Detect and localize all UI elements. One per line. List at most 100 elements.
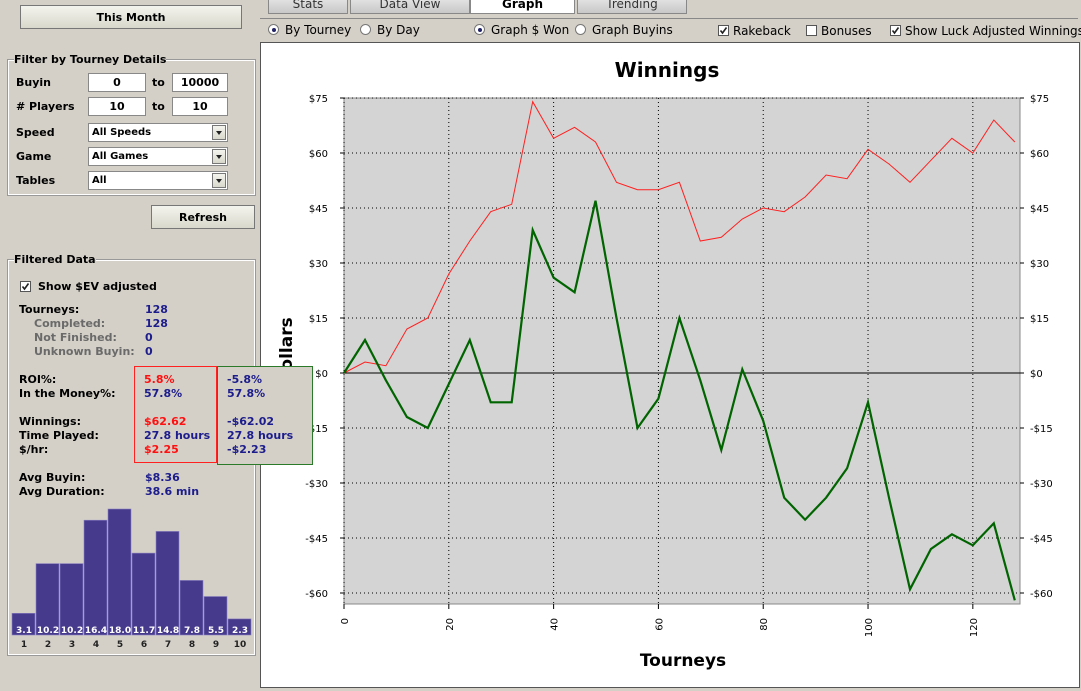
text-input[interactable]: 10: [88, 97, 146, 116]
field-label: Game: [16, 150, 52, 163]
bar-value-label: 16.4: [85, 626, 107, 636]
dropdown-arrow[interactable]: [212, 149, 226, 164]
y-tick-label: -$15: [1030, 424, 1053, 435]
y-tick-label: $30: [1030, 259, 1049, 270]
histogram-bar: [83, 519, 108, 636]
histogram-bar: [59, 563, 84, 636]
tab[interactable]: Data View: [350, 0, 470, 14]
checkbox-label: Bonuses: [821, 24, 872, 38]
checkbox[interactable]: [890, 25, 901, 36]
dropdown[interactable]: All: [88, 171, 228, 190]
stat-label: Not Finished:: [34, 331, 117, 344]
ev-value: -$62.02: [227, 415, 275, 428]
radio-button[interactable]: [360, 24, 371, 35]
y-tick-label: $45: [1030, 204, 1049, 215]
radio-button[interactable]: [474, 24, 485, 35]
arrow-icon: [216, 155, 222, 159]
check-mark: [21, 283, 30, 291]
tab[interactable]: Stats: [268, 0, 348, 14]
text-input[interactable]: 10: [172, 97, 228, 116]
stat-value: $2.25: [144, 443, 179, 456]
x-tick-label: 10: [234, 640, 247, 650]
refresh-button[interactable]: Refresh: [151, 205, 255, 229]
y-tick-label: -$45: [1030, 534, 1053, 545]
check-mark: [891, 27, 900, 35]
period-button[interactable]: This Month: [20, 5, 242, 29]
histogram-bar: [131, 552, 156, 636]
stat-value: 0: [145, 331, 153, 344]
field-label: Tables: [16, 174, 56, 187]
winnings-chart: Winnings -$60 -$60 -$45 -$45 -$30 -$30 -$15 -$15…: [277, 58, 1053, 671]
bar-value-label: 10.2: [61, 626, 83, 636]
histogram-bar: [203, 596, 228, 636]
y-tick-label: $60: [309, 149, 328, 160]
text-input[interactable]: 0: [88, 73, 146, 92]
checkbox[interactable]: [20, 281, 31, 292]
dropdown-arrow[interactable]: [212, 125, 226, 140]
x-tick-label: 7: [165, 640, 171, 650]
checkbox-label: Show Luck Adjusted Winnings: [905, 24, 1081, 38]
stat-label: Avg Duration:: [19, 485, 105, 498]
y-tick-label: $15: [309, 314, 328, 325]
stat-value: 128: [145, 303, 168, 316]
stat-label: $/hr:: [19, 443, 49, 456]
ev-value: -5.8%: [227, 373, 263, 386]
ev-value: 57.8%: [227, 387, 266, 400]
stat-label: Avg Buyin:: [19, 471, 86, 484]
y-tick-label: $75: [309, 94, 328, 105]
dropdown-arrow[interactable]: [212, 173, 226, 188]
arrow-icon: [216, 179, 222, 183]
radio-label: Graph $ Won: [491, 23, 570, 37]
radio-dot: [477, 27, 482, 32]
stat-label: Unknown Buyin:: [34, 345, 135, 358]
y-tick-label: -$15: [305, 424, 328, 435]
stat-label: Tourneys:: [19, 303, 80, 316]
actual-box: [134, 366, 217, 463]
histogram-bar: [155, 531, 180, 636]
chart-title: Winnings: [615, 58, 720, 82]
histogram-bar: [227, 618, 252, 636]
y-tick-label: $30: [309, 259, 328, 270]
bar-value-label: 2.3: [232, 626, 248, 636]
x-axis-title: Tourneys: [640, 651, 726, 671]
tab[interactable]: Trending: [577, 0, 687, 14]
text-input[interactable]: 10000: [172, 73, 228, 92]
buyin-histogram: 3.1 1 10.2 2 10.2 3 16.4 4 18.0 5 11.7 6 14.8 7 7.8 8 5.…: [11, 508, 252, 650]
stat-value: 57.8%: [144, 387, 183, 400]
x-tick-label: 20: [445, 618, 456, 631]
x-tick-label: 100: [864, 618, 875, 637]
radio-label: By Tourney: [285, 23, 352, 37]
arrow-icon: [216, 131, 222, 135]
plot-area: [343, 97, 1021, 605]
bar-value-label: 7.8: [184, 626, 200, 636]
x-tick-label: 60: [654, 618, 665, 631]
histogram-bar: [11, 613, 36, 636]
histogram-bar: [107, 508, 132, 636]
x-tick-label: 0: [340, 618, 351, 624]
checkbox[interactable]: [806, 25, 817, 36]
checkbox[interactable]: [718, 25, 729, 36]
y-tick-label: $0: [1030, 369, 1043, 380]
dropdown[interactable]: All Speeds: [88, 123, 228, 142]
radio-button[interactable]: [268, 24, 279, 35]
stat-value: 0: [145, 345, 153, 358]
x-tick-label: 1: [21, 640, 27, 650]
group-title: Filter by Tourney Details: [14, 52, 167, 68]
bar-value-label: 3.1: [16, 626, 32, 636]
tab[interactable]: Graph: [470, 0, 575, 14]
group-title: Filtered Data: [14, 252, 96, 268]
y-tick-label: -$60: [1030, 589, 1053, 600]
checkbox-label: Rakeback: [733, 24, 791, 38]
stat-value: $8.36: [145, 471, 180, 484]
field-label: Buyin: [16, 76, 51, 89]
y-tick-label: $60: [1030, 149, 1049, 160]
stat-label: Completed:: [34, 317, 106, 330]
dropdown[interactable]: All Games: [88, 147, 228, 166]
y-tick-label: -$30: [1030, 479, 1053, 490]
stat-label: In the Money%:: [19, 387, 116, 400]
radio-button[interactable]: [575, 24, 586, 35]
check-mark: [719, 27, 728, 35]
bar-value-label: 5.5: [208, 626, 224, 636]
field-sep: to: [152, 76, 165, 89]
